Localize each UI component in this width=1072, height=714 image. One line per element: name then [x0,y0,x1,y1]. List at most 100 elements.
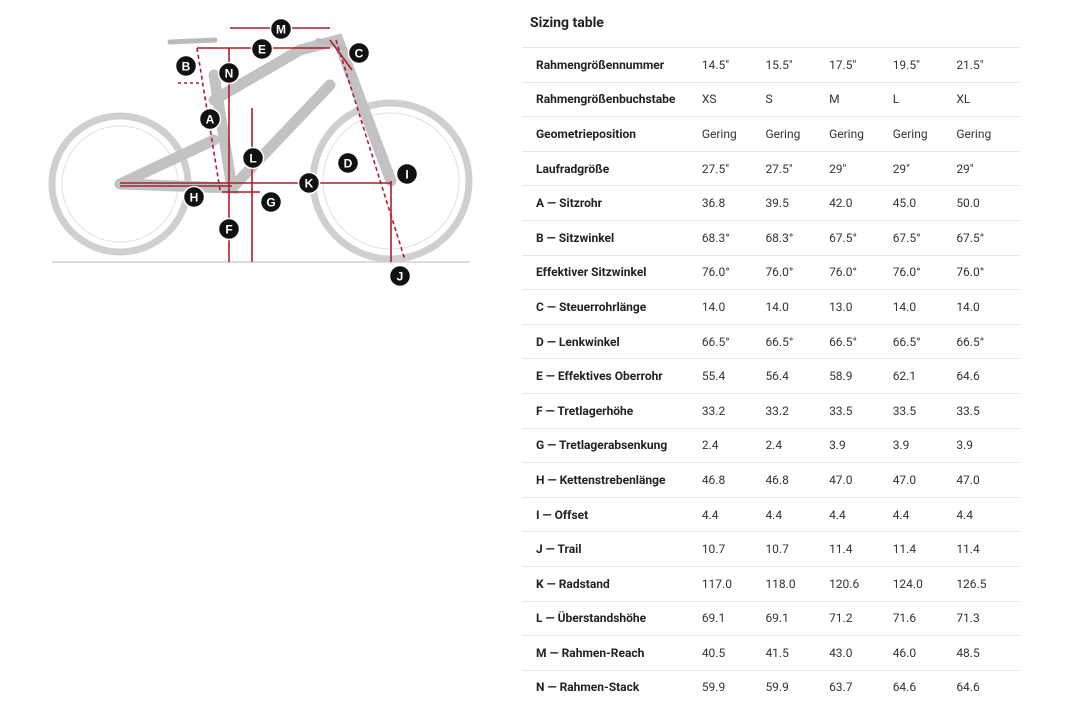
cell-value: 11.4 [892,531,957,567]
table-row: Rahmengrößenbuchstabe XS S M L XL [522,81,1020,117]
badge-circle [250,37,274,61]
cell-value: Gering [765,116,830,152]
cell-value: 11.4 [829,531,893,567]
row-label: B — Sitzwinkel [522,219,702,256]
row-label: N — Rahmen-Stack [522,669,702,705]
badge-letter: K [305,177,314,191]
table-row: Geometrieposition Gering Gering Gering Gerin… [522,116,1020,152]
badge-circle [388,264,412,288]
cell-value: 69.1 [765,600,830,636]
cell-value: 29" [829,150,893,186]
badge-circle [336,151,360,175]
table-row: A — Sitzrohr 36.8 39.5 42.0 45.0 50.0 [522,185,1020,221]
row-label: H — Kettenstrebenlänge [522,462,702,498]
cell-value: 126.5 [956,565,1020,601]
cell-value: 36.8 [701,185,766,221]
table-row: M — Rahmen-Reach 40.5 41.5 43.0 46.0 48.5 [522,635,1020,671]
badge-circle [347,41,371,65]
cell-value: 64.6 [892,669,957,705]
cell-value: 21.5" [956,47,1020,83]
cell-value: 76.0° [829,254,893,290]
cell-value: S [765,81,830,117]
cell-value: 41.5 [765,635,830,671]
cell-value: 62.1 [892,358,957,394]
row-label: Laufradgröße [522,150,702,186]
cell-value: 47.0 [829,462,893,498]
row-label: A — Sitzrohr [522,185,702,221]
cell-value: 45.0 [892,185,957,221]
cell-value: 11.4 [956,531,1020,567]
badge-letter: N [225,67,234,81]
cell-value: 64.6 [956,669,1020,705]
cell-value: 46.0 [892,635,957,671]
cell-value: 14.5" [701,47,766,83]
cell-value: 47.0 [892,462,957,498]
cell-value: 10.7 [701,531,766,567]
cell-value: 27.5" [765,150,830,186]
cell-value: 46.8 [701,462,766,498]
badge-circle [269,17,293,41]
cell-value: 3.9 [892,427,957,463]
cell-value: 68.3° [765,219,830,256]
cell-value: 3.9 [956,427,1020,463]
cell-value: 17.5" [829,47,893,83]
cell-value: 71.6 [892,600,957,636]
cell-value: 46.8 [765,462,830,498]
row-label: M — Rahmen-Reach [522,635,702,671]
table-row: F — Tretlagerhöhe 33.2 33.2 33.5 33.5 33.5 [522,392,1020,429]
cell-value: 76.0° [701,254,766,290]
cell-value: 50.0 [956,185,1020,221]
cell-value: 67.5° [956,219,1020,256]
cell-value: 29" [892,150,957,186]
cell-value: 64.6 [956,358,1020,394]
badge-letter: C [355,47,364,61]
row-label: E — Effektives Oberrohr [522,358,702,394]
table-row: Rahmengrößennummer 14.5" 15.5" 17.5" 19.5" 21… [522,47,1020,83]
cell-value: 2.4 [765,427,830,463]
cell-value: 48.5 [956,635,1020,671]
badge-letter: E [258,43,266,57]
cell-value: 10.7 [765,531,830,567]
table-row: C — Steuerrohrlänge 14.0 14.0 13.0 14.0 14.0 [522,289,1020,325]
table-row: E — Effektives Oberrohr 55.4 56.4 58.9 62.1 6… [522,358,1020,394]
cell-value: 33.2 [765,392,830,429]
table-row: D — Lenkwinkel 66.5° 66.5° 66.5° 66.5° 66.5° [522,323,1020,359]
cell-value: 4.4 [892,496,957,532]
cell-value: 76.0° [892,254,957,290]
cell-value: 47.0 [956,462,1020,498]
table-row: Laufradgröße 27.5" 27.5" 29" 29" 29" [522,150,1020,186]
badge-letter: H [190,191,199,205]
cell-value: 29" [956,150,1020,186]
cell-value: 4.4 [765,496,830,532]
cell-value: 124.0 [892,565,957,601]
badge-letter: I [405,168,408,182]
cell-value: 66.5° [829,323,893,359]
badge-letter: M [276,23,286,37]
table-row: Effektiver Sitzwinkel 76.0° 76.0° 76.0° 76.0… [522,254,1020,290]
cell-value: 69.1 [701,600,766,636]
row-label: K — Radstand [522,565,702,601]
cell-value: 58.9 [829,358,893,394]
cell-value: 59.9 [765,669,830,705]
cell-value: 2.4 [701,427,766,463]
cell-value: 67.5° [829,219,893,256]
cell-value: 14.0 [892,289,957,325]
cell-value: 76.0° [956,254,1020,290]
cell-value: 117.0 [701,565,766,601]
table-row: K — Radstand 117.0 118.0 120.6 124.0 126.5 [522,565,1020,601]
badge-circle [259,190,283,214]
cell-value: 66.5° [701,323,766,359]
table-row: B — Sitzwinkel 68.3° 68.3° 67.5° 67.5° 67.5° [522,219,1020,256]
cell-value: XL [956,81,1020,117]
cell-value: 71.2 [829,600,893,636]
cell-value: 67.5° [892,219,957,256]
row-label: Rahmengrößenbuchstabe [522,81,702,117]
badge-circle [241,146,265,170]
table-row: I — Offset 4.4 4.4 4.4 4.4 4.4 [522,496,1020,532]
row-label: J — Trail [522,531,702,567]
badge-letter: D [344,157,353,171]
badge-circle [395,162,419,186]
dimension-badges: ME C B N A L D I K H G F J [174,17,419,288]
row-label: Effektiver Sitzwinkel [522,254,702,290]
